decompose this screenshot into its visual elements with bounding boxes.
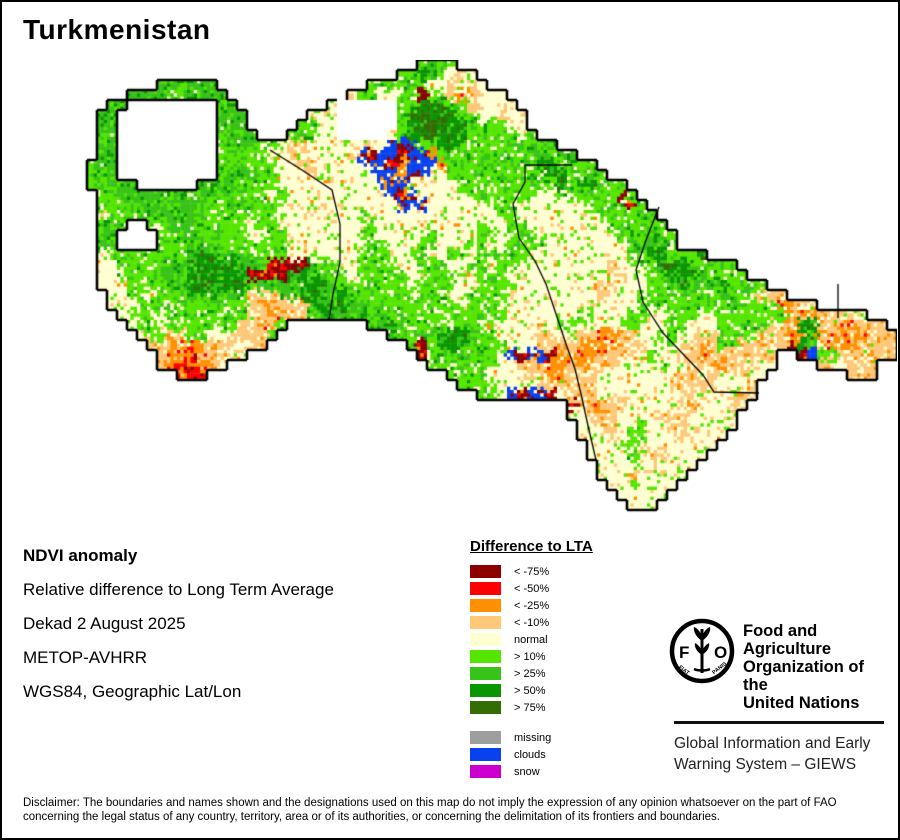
legend-label: < -75%	[514, 565, 550, 578]
legend-row: < -75%	[470, 563, 660, 580]
page-title: Turkmenistan	[23, 14, 211, 45]
credit-divider	[674, 721, 884, 724]
legend-label: normal	[514, 633, 548, 646]
legend-swatch	[470, 667, 501, 680]
legend-row: > 25%	[470, 665, 660, 682]
fao-org-name: Food and Agriculture Organization of the…	[743, 622, 864, 712]
legend-swatch	[470, 565, 501, 578]
disclaimer: Disclaimer: The boundaries and names sho…	[23, 797, 883, 824]
legend-label: missing	[514, 731, 552, 744]
legend-label: > 10%	[514, 650, 546, 663]
giews-name: Global Information and Early Warning Sys…	[674, 734, 871, 773]
legend-row: normal	[470, 631, 660, 648]
info-heading: NDVI anomaly	[23, 546, 138, 565]
fao-logo-icon: F O FIAT PANIS	[669, 618, 735, 684]
info-line-sensor: METOP-AVHRR	[23, 648, 148, 667]
ndvi-map	[77, 60, 897, 520]
legend-swatch	[470, 582, 501, 595]
svg-text:O: O	[714, 643, 727, 662]
legend-title: Difference to LTA	[470, 538, 593, 555]
legend-row: missing	[470, 729, 660, 746]
legend-row: > 10%	[470, 648, 660, 665]
legend: Difference to LTA < -75% < -50% < -25% < -1…	[470, 538, 660, 780]
legend-row: snow	[470, 763, 660, 780]
svg-text:F: F	[679, 643, 689, 662]
legend-row: < -25%	[470, 597, 660, 614]
legend-label: snow	[514, 765, 540, 778]
info-line-subtitle: Relative difference to Long Term Average	[23, 580, 334, 599]
legend-label: > 50%	[514, 684, 546, 697]
legend-row: clouds	[470, 746, 660, 763]
legend-classes: < -75% < -50% < -25% < -10% normal > 10% > 25%…	[470, 563, 660, 716]
legend-extras: missing clouds snow	[470, 729, 660, 780]
legend-row: > 50%	[470, 682, 660, 699]
legend-label: < -10%	[514, 616, 550, 629]
legend-swatch	[470, 633, 501, 646]
legend-label: clouds	[514, 748, 546, 761]
fao-credit-block: F O FIAT PANIS Food and Agriculture Orga…	[668, 617, 892, 775]
legend-swatch	[470, 765, 501, 778]
legend-swatch	[470, 599, 501, 612]
disclaimer-line-1: Disclaimer: The boundaries and names sho…	[23, 797, 837, 809]
legend-swatch	[470, 748, 501, 761]
legend-swatch	[470, 701, 501, 714]
legend-row: < -50%	[470, 580, 660, 597]
disclaimer-line-2: concerning the legal status of any count…	[23, 810, 720, 823]
info-line-dekad: Dekad 2 August 2025	[23, 614, 186, 633]
map-info-block: NDVI anomaly Relative difference to Long…	[23, 546, 453, 716]
info-line-projection: WGS84, Geographic Lat/Lon	[23, 682, 242, 701]
legend-swatch	[470, 731, 501, 744]
legend-row: > 75%	[470, 699, 660, 716]
legend-row: < -10%	[470, 614, 660, 631]
legend-label: < -50%	[514, 582, 550, 595]
legend-swatch	[470, 650, 501, 663]
legend-label: < -25%	[514, 599, 550, 612]
legend-label: > 25%	[514, 667, 546, 680]
legend-swatch	[470, 616, 501, 629]
legend-label: > 75%	[514, 701, 546, 714]
legend-swatch	[470, 684, 501, 697]
